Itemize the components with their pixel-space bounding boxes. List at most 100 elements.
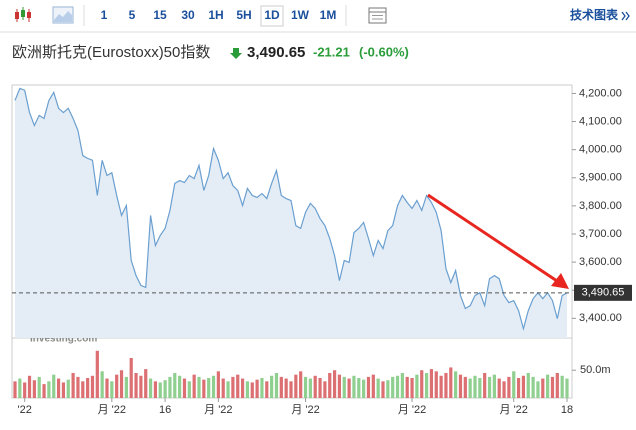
volume-bar bbox=[173, 373, 177, 398]
volume-bar bbox=[424, 373, 429, 398]
timeframe-button[interactable]: 1H bbox=[208, 8, 223, 22]
volume-bar bbox=[357, 378, 361, 398]
volume-bar bbox=[197, 376, 201, 398]
volume-bar bbox=[468, 378, 472, 398]
x-tick-label: 月 '22 bbox=[398, 404, 426, 416]
timeframe-button[interactable]: 30 bbox=[181, 8, 195, 22]
volume-bar bbox=[434, 371, 438, 398]
volume-bar bbox=[478, 378, 482, 398]
last-price-label: 3,490.65 bbox=[582, 287, 625, 299]
volume-bar bbox=[429, 369, 434, 398]
tech-chart-link[interactable]: 技术图表 bbox=[570, 7, 619, 22]
volume-bar bbox=[337, 374, 342, 398]
x-tick-label: 月 '22 bbox=[204, 404, 232, 416]
more-icon[interactable] bbox=[621, 11, 630, 21]
x-tick-label: 18 bbox=[561, 404, 573, 416]
volume-bar bbox=[303, 376, 308, 398]
volume-bar bbox=[153, 381, 158, 398]
volume-bar bbox=[405, 376, 409, 398]
volume-bar bbox=[512, 371, 516, 398]
y-tick-label: 3,900.00 bbox=[579, 172, 622, 184]
x-tick-label: 月 '22 bbox=[291, 404, 319, 416]
volume-bar bbox=[415, 374, 419, 398]
volume-bar bbox=[226, 381, 230, 398]
volume-bar bbox=[555, 373, 559, 398]
volume-bar bbox=[90, 375, 95, 398]
area-icon[interactable] bbox=[52, 6, 74, 24]
volume-bar bbox=[52, 374, 56, 398]
instrument-name: 欧洲斯托克(Eurostoxx)50指数 bbox=[12, 44, 210, 61]
x-tick-label: 月 '22 bbox=[500, 404, 528, 416]
watermark-subtitle: Investing.com bbox=[30, 334, 97, 345]
timeframe-button[interactable]: 1 bbox=[101, 8, 108, 22]
change: -21.21 bbox=[313, 44, 350, 59]
volume-bar bbox=[410, 378, 414, 398]
volume-bar bbox=[492, 374, 496, 398]
volume-bar bbox=[274, 373, 279, 398]
volume-bar bbox=[61, 382, 66, 398]
volume-bar bbox=[502, 381, 506, 398]
volume-tick-label: 50.0m bbox=[580, 364, 611, 376]
volume-bar bbox=[236, 374, 240, 398]
timeframe-button[interactable]: 1M bbox=[320, 8, 337, 22]
volume-bar bbox=[521, 375, 526, 398]
timeframe-button[interactable]: 5H bbox=[236, 8, 251, 22]
volume-bar bbox=[313, 375, 317, 398]
price-area bbox=[15, 88, 567, 339]
y-tick-label: 4,100.00 bbox=[579, 115, 622, 127]
volume-bar bbox=[323, 381, 327, 398]
y-tick-label: 3,400.00 bbox=[579, 312, 622, 324]
volume-bar bbox=[134, 373, 138, 398]
volume-bar bbox=[308, 378, 312, 398]
volume-bar bbox=[32, 380, 36, 398]
volume-bar bbox=[250, 382, 254, 398]
candle-icon[interactable] bbox=[15, 7, 31, 22]
timeframe-button[interactable]: 1W bbox=[291, 8, 310, 22]
volume-bar bbox=[507, 376, 511, 398]
volume-bar bbox=[536, 381, 540, 398]
volume-bar bbox=[279, 376, 283, 398]
volume-bar bbox=[332, 370, 337, 398]
volume-bar bbox=[328, 373, 332, 398]
volume-bar bbox=[202, 379, 206, 398]
volume-bar bbox=[449, 367, 453, 398]
volume-bar bbox=[362, 379, 366, 398]
x-tick-label: 月 '22 bbox=[98, 404, 126, 416]
last-price-box bbox=[574, 284, 632, 301]
volume-bar bbox=[444, 373, 448, 398]
volume-bar bbox=[178, 375, 182, 398]
volume-bar bbox=[366, 376, 371, 398]
volume-bar bbox=[158, 382, 162, 398]
volume-bar bbox=[115, 374, 119, 398]
volume-bar bbox=[207, 378, 211, 398]
volume-bar bbox=[192, 374, 196, 398]
volume-bar bbox=[497, 378, 501, 398]
y-tick-label: 3,600.00 bbox=[579, 256, 622, 268]
volume-bar bbox=[265, 381, 269, 398]
volume-bar bbox=[260, 378, 264, 398]
volume-bar bbox=[376, 378, 380, 398]
change-percent: (-0.60%) bbox=[359, 44, 409, 59]
price: 3,490.65 bbox=[247, 44, 305, 61]
timeframe-button[interactable]: 1D bbox=[264, 8, 280, 22]
volume-bar bbox=[163, 380, 167, 398]
volume-bar bbox=[342, 376, 346, 398]
volume-bar bbox=[560, 375, 564, 398]
volume-bar bbox=[18, 378, 22, 398]
timeframe-button[interactable]: 5 bbox=[129, 8, 136, 22]
volume-bar bbox=[565, 378, 569, 398]
volume-bar bbox=[516, 378, 521, 398]
table-icon[interactable] bbox=[368, 7, 387, 24]
volume-bar bbox=[381, 381, 385, 398]
volume-bar bbox=[76, 376, 80, 398]
volume-bar bbox=[240, 378, 245, 398]
timeframe-button[interactable]: 15 bbox=[153, 8, 167, 22]
volume-bar bbox=[420, 370, 424, 398]
volume-bar bbox=[47, 381, 51, 398]
volume-bar bbox=[211, 375, 216, 398]
volume-bar bbox=[66, 379, 70, 398]
volume-bar bbox=[119, 370, 124, 398]
volume-bar bbox=[187, 381, 191, 398]
volume-bar bbox=[139, 375, 143, 398]
